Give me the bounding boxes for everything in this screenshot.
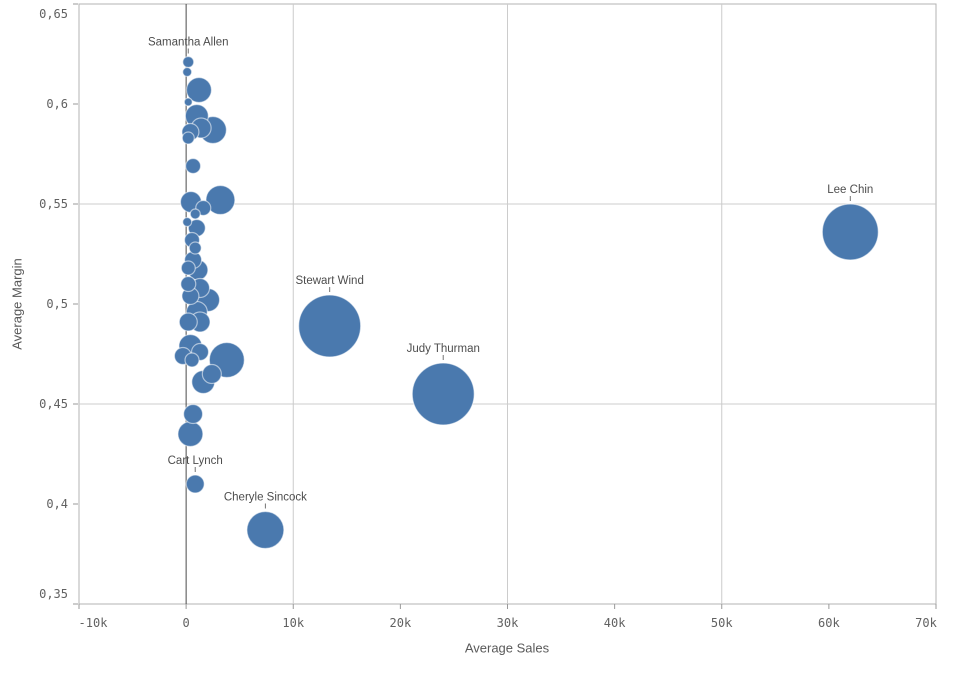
point-label-judy-thurman: Judy Thurman [407, 343, 480, 355]
bubble-cheryle-sincock[interactable] [246, 510, 285, 550]
bubble[interactable] [184, 352, 200, 368]
bubble[interactable] [182, 403, 204, 425]
bubble[interactable] [183, 97, 193, 107]
y-tick-label: 0,4 [46, 497, 68, 511]
y-tick-label: 0,55 [39, 197, 68, 211]
bubble[interactable] [205, 184, 236, 216]
point-label-samantha-allen: Samantha Allen [148, 37, 229, 49]
point-label-lee-chin: Lee Chin [827, 184, 873, 196]
x-tick-label: 40k [604, 616, 626, 630]
bubble-lee-chin[interactable] [821, 203, 879, 261]
x-tick-label: 50k [711, 616, 733, 630]
x-tick-label: 30k [497, 616, 519, 630]
bubble[interactable] [182, 216, 193, 228]
bubble[interactable] [178, 312, 198, 332]
y-tick-label: 0,35 [39, 587, 68, 601]
x-tick-label: 20k [390, 616, 412, 630]
bubble[interactable] [185, 76, 213, 104]
bubble[interactable] [180, 260, 196, 276]
y-tick-label: 0,65 [39, 7, 68, 21]
x-tick-label: 70k [915, 616, 937, 630]
bubble[interactable] [189, 208, 201, 220]
bubble[interactable] [181, 131, 195, 145]
bubble-stewart-wind[interactable] [298, 294, 362, 358]
y-tick-label: 0,45 [39, 397, 68, 411]
x-tick-label: 0 [183, 616, 190, 630]
bubble[interactable] [182, 66, 193, 78]
bubble[interactable] [180, 275, 197, 293]
bubble[interactable] [177, 420, 204, 448]
y-tick-label: 0,6 [46, 97, 68, 111]
point-label-cheryle-sincock: Cheryle Sincock [224, 492, 307, 504]
point-label-cart-lynch: Cart Lynch [168, 455, 223, 467]
bubble[interactable] [184, 157, 202, 175]
bubble[interactable] [188, 241, 202, 255]
bubble-cart-lynch[interactable] [185, 474, 205, 494]
point-label-stewart-wind: Stewart Wind [295, 275, 363, 287]
y-tick-label: 0,5 [46, 297, 68, 311]
bubble-judy-thurman[interactable] [411, 362, 475, 426]
bubble[interactable] [201, 363, 222, 385]
bubble-samantha-allen[interactable] [182, 55, 195, 69]
x-tick-label: 60k [818, 616, 840, 630]
x-tick-label: -10k [79, 616, 109, 630]
x-axis-title: Average Sales [464, 640, 550, 656]
y-axis-title: Average Margin [9, 258, 25, 350]
x-tick-label: 10k [282, 616, 304, 630]
